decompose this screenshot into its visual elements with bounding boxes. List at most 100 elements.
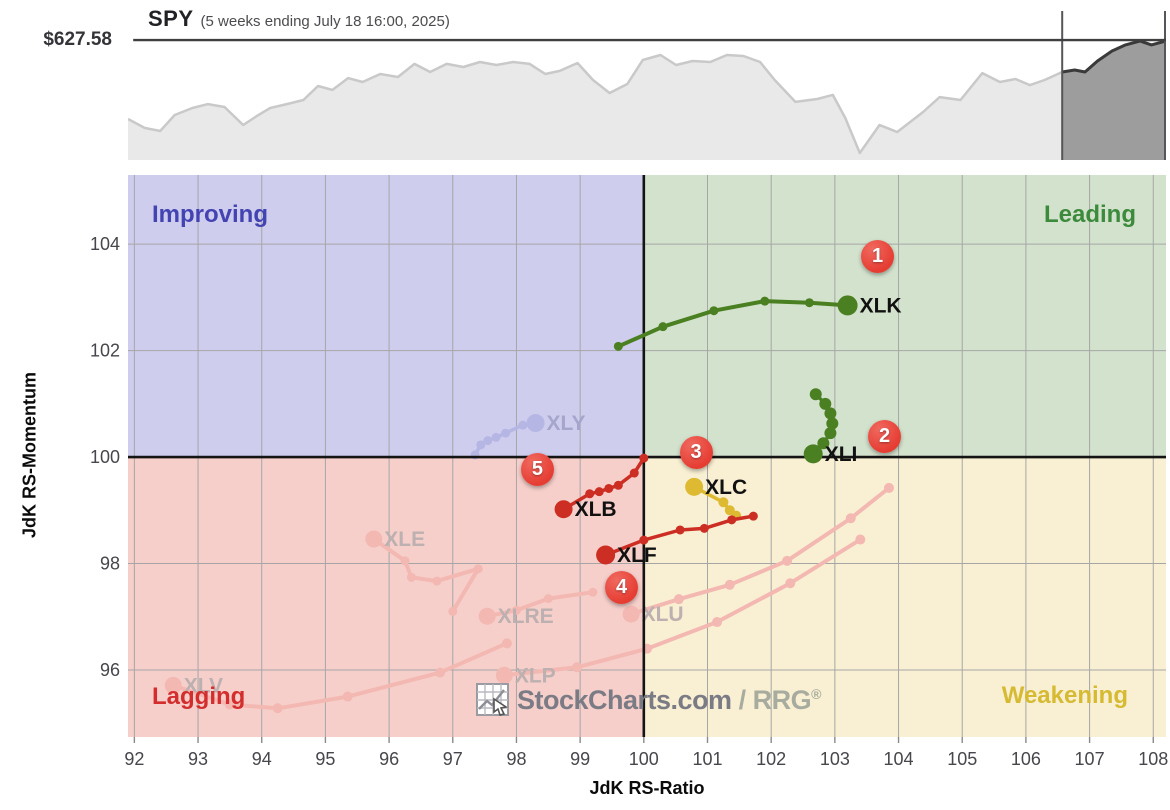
- x-tick-label: 97: [443, 749, 463, 769]
- rrg-tail-dot-XLK: [760, 296, 770, 306]
- quadrant-improving: [128, 175, 644, 458]
- rrg-tail-dot-XLU: [673, 594, 684, 605]
- spy-symbol: SPY: [148, 6, 194, 31]
- x-tick-label: 98: [506, 749, 526, 769]
- rrg-label-XLK[interactable]: XLK: [860, 294, 902, 317]
- spy-line: [128, 39, 1166, 155]
- rrg-marker-XLB[interactable]: [554, 500, 573, 519]
- quadrant-label-lagging: Lagging: [152, 683, 246, 710]
- rrg-tail-dot-XLE: [406, 572, 416, 582]
- rrg-tail-dot-XLK: [613, 341, 623, 351]
- rrg-label-XLY[interactable]: XLY: [547, 412, 586, 435]
- rrg-tail-dot-XLC: [724, 505, 735, 516]
- rrg-tail-dot-XLF: [727, 515, 737, 525]
- rrg-tail-dot-XLU: [845, 513, 856, 524]
- rrg-tail-dot-XLB: [629, 468, 639, 478]
- quadrant-label-weakening: Weakening: [1001, 682, 1128, 709]
- x-tick-label: 93: [188, 749, 208, 769]
- quadrant-leading: [643, 175, 1166, 458]
- spy-highlight-week: [1062, 39, 1166, 160]
- rrg-tail-dot-XLC: [718, 497, 729, 508]
- rrg-tail-dot-XLE: [448, 606, 458, 616]
- rrg-tail-XLRE: [486, 590, 594, 619]
- rrg-tail-dot-XLI: [824, 427, 837, 440]
- rrg-tail-dot-XLB: [639, 453, 649, 463]
- rrg-tail-dot-XLE: [473, 564, 483, 574]
- rrg-series-XLV: XLV: [164, 638, 512, 714]
- rrg-series-XLP: XLP: [495, 534, 866, 687]
- rrg-series-XLC: XLC: [685, 476, 747, 521]
- rrg-tail-dot-XLY: [501, 428, 511, 438]
- rrg-marker-XLRE[interactable]: [478, 607, 496, 625]
- rrg-tail-dot-XLY: [491, 432, 501, 442]
- rrg-tail-dot-XLP: [785, 578, 796, 589]
- rrg-tail-dot-XLE: [432, 576, 442, 586]
- x-tick-label: 103: [820, 749, 850, 769]
- rrg-marker-XLP[interactable]: [495, 666, 513, 684]
- y-axis-title: JdK RS-Momentum: [19, 372, 40, 538]
- rrg-label-XLI[interactable]: XLI: [825, 443, 858, 466]
- rrg-marker-XLV[interactable]: [164, 676, 182, 694]
- rrg-series-XLF: XLF: [596, 511, 758, 567]
- y-tick-label: 100: [90, 447, 120, 467]
- rrg-tail-dot-XLB: [613, 480, 623, 490]
- rrg-tail-dot-XLB: [594, 487, 604, 497]
- watermark-brand: StockCharts.com: [517, 684, 732, 715]
- spy-price-chart: SPY (5 weeks ending July 18 16:00, 2025) …: [0, 0, 1170, 170]
- rrg-marker-XLK[interactable]: [837, 295, 858, 316]
- rrg-tail-dot-XLF: [699, 523, 709, 533]
- rrg-label-XLB[interactable]: XLB: [575, 498, 617, 521]
- spy-subtitle: (5 weeks ending July 18 16:00, 2025): [200, 13, 450, 30]
- rrg-marker-XLY[interactable]: [526, 414, 545, 433]
- x-tick-label: 101: [692, 749, 722, 769]
- rrg-tail-dot-XLU: [724, 579, 735, 590]
- rrg-marker-XLC[interactable]: [685, 477, 704, 496]
- rrg-label-XLF[interactable]: XLF: [617, 544, 657, 567]
- rrg-tail-dot-XLV: [224, 699, 235, 710]
- rrg-series-XLI: XLI: [803, 388, 858, 466]
- rrg-tail-dot-XLE: [400, 556, 410, 566]
- rrg-label-XLU[interactable]: XLU: [642, 603, 684, 626]
- x-tick-label: 100: [629, 749, 659, 769]
- rrg-label-XLE[interactable]: XLE: [384, 528, 425, 551]
- rrg-label-XLC[interactable]: XLC: [705, 476, 747, 499]
- rrg-series-XLK: XLK: [613, 294, 902, 351]
- x-tick-label: 96: [379, 749, 399, 769]
- rrg-tail-dot-XLY: [483, 436, 493, 446]
- rrg-tail-XLK: [617, 299, 848, 349]
- x-tick-label: 104: [884, 749, 914, 769]
- quadrant-label-improving: Improving: [152, 201, 269, 228]
- rrg-tail-dot-XLI: [819, 397, 832, 410]
- annotation-badge-3: 3: [679, 436, 713, 470]
- x-tick-label: 106: [1011, 749, 1041, 769]
- rrg-tail-dot-XLI: [817, 437, 830, 450]
- rrg-marker-XLF[interactable]: [596, 545, 616, 565]
- rrg-label-XLP[interactable]: XLP: [515, 664, 556, 687]
- rrg-tail-dot-XLV: [435, 667, 446, 678]
- rrg-marker-XLE[interactable]: [365, 530, 383, 548]
- quadrant-weakening: [643, 457, 1166, 737]
- rrg-series-XLY: XLY: [470, 412, 586, 460]
- rrg-tail-dot-XLRE: [543, 594, 553, 604]
- rrg-marker-XLU[interactable]: [622, 605, 640, 623]
- watermark: StockCharts.com / RRG®: [476, 683, 821, 717]
- rrg-tail-dot-XLP: [855, 534, 866, 545]
- rrg-tail-XLV: [172, 641, 508, 711]
- annotation-badge-5: 5: [520, 453, 554, 487]
- x-tick-label: 94: [252, 749, 272, 769]
- rrg-label-XLRE[interactable]: XLRE: [498, 605, 554, 628]
- watermark-product: / RRG®: [738, 684, 822, 715]
- rrg-tail-dot-XLI: [809, 388, 822, 401]
- rrg-tail-dot-XLI: [826, 417, 839, 430]
- rrg-tail-dot-XLV: [342, 691, 353, 702]
- rrg-tail-dot-XLU: [782, 555, 793, 566]
- rrg-tail-dot-XLY: [476, 440, 486, 450]
- rrg-tail-dot-XLP: [571, 662, 582, 673]
- rrg-label-XLV[interactable]: XLV: [184, 674, 223, 697]
- x-tick-label: 105: [947, 749, 977, 769]
- rrg-tail-dot-XLV: [501, 638, 512, 649]
- rrg-tail-XLU: [630, 486, 891, 617]
- rrg-marker-XLI[interactable]: [803, 444, 823, 464]
- x-tick-label: 99: [570, 749, 590, 769]
